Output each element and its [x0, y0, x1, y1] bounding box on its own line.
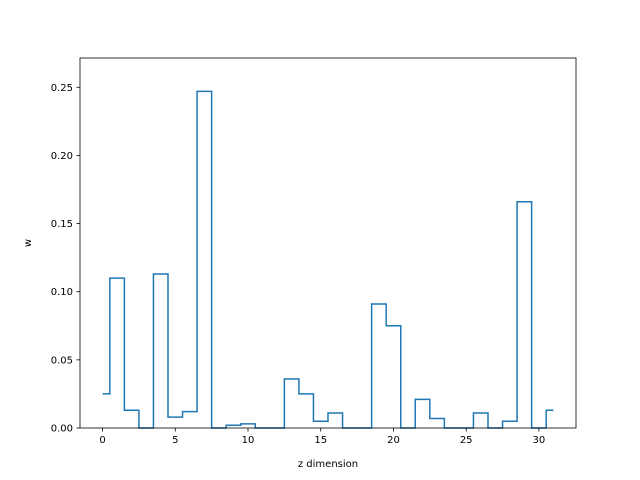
y-tick-label: 0.05: [51, 355, 73, 366]
x-tick-label: 15: [314, 435, 327, 446]
x-axis-title: z dimension: [298, 459, 358, 470]
y-tick-label: 0.20: [51, 151, 73, 162]
x-tick-label: 5: [172, 435, 178, 446]
x-tick-label: 20: [387, 435, 400, 446]
series-line-0: [102, 90, 554, 429]
y-axis-title: w: [23, 239, 34, 247]
y-tick-label: 0.00: [51, 424, 73, 435]
plot-area: [80, 58, 576, 428]
x-axis: 0 5 10 15 20 25 30: [99, 428, 545, 446]
y-tick-label: 0.25: [51, 83, 73, 94]
y-axis: 0.00 0.05 0.10 0.15 0.20 0.25: [51, 83, 80, 435]
x-tick-label: 25: [460, 435, 473, 446]
y-tick-label: 0.15: [51, 219, 73, 230]
x-tick-label: 30: [533, 435, 546, 446]
series-layer: [102, 90, 554, 429]
x-tick-label: 10: [242, 435, 255, 446]
plot-frame: [79, 57, 577, 429]
y-tick-label: 0.10: [51, 287, 73, 298]
x-tick-label: 0: [99, 435, 105, 446]
